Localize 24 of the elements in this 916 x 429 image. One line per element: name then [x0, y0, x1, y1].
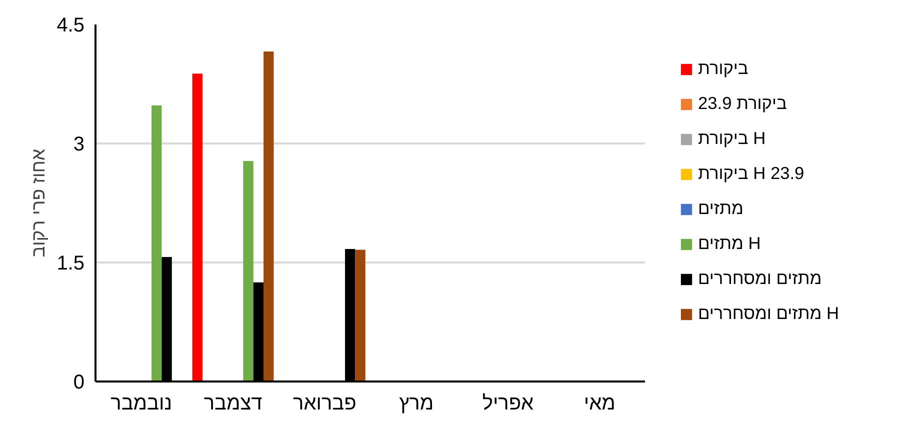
legend-label: מתזים ומסחררים [698, 268, 822, 289]
y-tick-label: 3 [73, 134, 84, 156]
x-tick-label: דצמבר [204, 392, 262, 414]
bar [152, 105, 162, 382]
legend-label: ביקורת H 23.9 [698, 163, 804, 184]
legend-label: ביקורת H [698, 128, 766, 149]
legend-label: ביקורת 23.9 [698, 93, 787, 114]
bar [192, 74, 202, 382]
y-tick-label: 1.5 [56, 252, 85, 274]
bar [243, 160, 254, 382]
x-tick-label: מרץ [399, 392, 434, 414]
legend-label: מתזים ומסחררים H [698, 303, 839, 324]
legend-label: מתזים [698, 198, 744, 219]
x-tick-label: אפריל [482, 392, 534, 414]
x-tick-label: מאי [584, 392, 616, 414]
y-tick-label: 4.5 [56, 14, 85, 36]
legend-label: ביקורת [698, 58, 748, 79]
bar [264, 51, 274, 382]
bar [355, 250, 366, 382]
legend-label: מתזים H [698, 233, 761, 254]
x-tick-label: נובמבר [110, 392, 172, 414]
x-tick-label: פברואר [293, 392, 356, 414]
y-tick-label: 0 [73, 372, 84, 394]
y-axis-title: אחוז פרי רקוב [28, 148, 49, 258]
